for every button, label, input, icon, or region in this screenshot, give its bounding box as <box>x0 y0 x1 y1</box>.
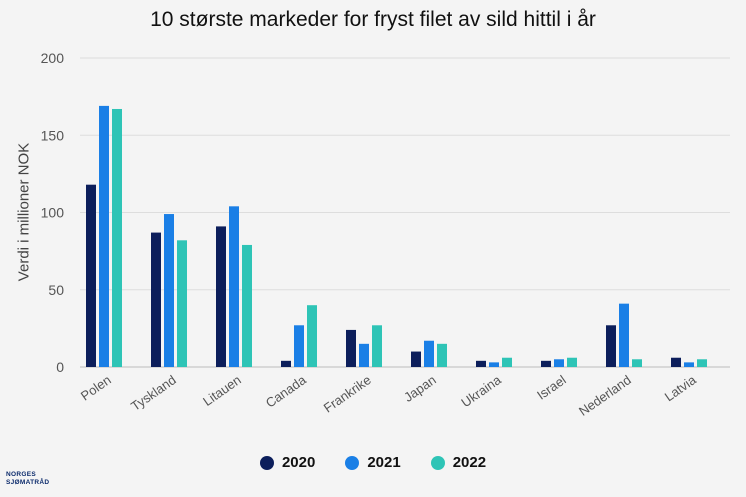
legend-swatch-2022 <box>430 455 445 470</box>
bar-ukraina-2020 <box>476 360 486 367</box>
x-tick-label-nederland: Nederland <box>576 372 634 419</box>
x-tick-label-litauen: Litauen <box>200 372 244 409</box>
bar-latvia-2020 <box>671 357 681 367</box>
bar-tyskland-2022 <box>177 240 187 367</box>
y-tick-label-150: 150 <box>41 127 65 143</box>
bar-ukraina-2022 <box>502 357 512 367</box>
bar-nederland-2021 <box>619 303 629 367</box>
bar-nederland-2022 <box>632 359 642 367</box>
bar-polen-2021 <box>99 105 109 368</box>
y-tick-label-0: 0 <box>56 359 64 375</box>
bar-latvia-2021 <box>684 362 694 367</box>
x-tick-label-ukraina: Ukraina <box>458 372 504 410</box>
logo-line-2: SJØMATRÅD <box>6 479 50 486</box>
bar-israel-2021 <box>554 359 564 367</box>
bar-tyskland-2021 <box>164 214 174 367</box>
bar-litauen-2021 <box>229 206 239 367</box>
bar-nederland-2020 <box>606 325 616 367</box>
legend-swatch-2021 <box>345 455 360 470</box>
bar-ukraina-2021 <box>489 362 499 367</box>
x-tick-label-polen: Polen <box>78 372 114 403</box>
bar-litauen-2020 <box>216 226 226 367</box>
bar-frankrike-2022 <box>372 325 382 367</box>
legend-label-2022: 2022 <box>452 454 487 471</box>
bar-israel-2022 <box>567 357 577 367</box>
bar-israel-2020 <box>541 360 551 367</box>
bar-frankrike-2020 <box>346 329 356 367</box>
x-tick-label-frankrike: Frankrike <box>321 372 374 415</box>
logo-line-1: NORGES <box>6 471 36 478</box>
chart-title: 10 største markeder for fryst filet av s… <box>150 8 596 31</box>
y-tick-label-50: 50 <box>48 282 64 298</box>
y-tick-label-100: 100 <box>41 205 65 221</box>
bar-polen-2022 <box>112 108 122 368</box>
bar-canada-2021 <box>294 325 304 367</box>
bar-litauen-2022 <box>242 244 252 367</box>
bar-polen-2020 <box>86 184 96 367</box>
bar-japan-2022 <box>437 343 447 367</box>
y-tick-label-200: 200 <box>41 50 65 66</box>
legend-item-2020[interactable]: 2020 <box>259 454 316 471</box>
legend-swatch-2020 <box>259 455 274 470</box>
legend-label-2021: 2021 <box>367 454 401 471</box>
legend: 2020 2021 2022 <box>0 454 746 471</box>
bar-chart: 0 50 100 150 200 Polen Tyskland Litauen Canada Fr… <box>41 50 730 419</box>
bar-japan-2020 <box>411 351 421 367</box>
bar-japan-2021 <box>424 340 434 367</box>
bar-tyskland-2020 <box>151 232 161 367</box>
bar-frankrike-2021 <box>359 343 369 367</box>
bar-canada-2020 <box>281 360 291 367</box>
bar-latvia-2022 <box>697 359 707 367</box>
legend-item-2022[interactable]: 2022 <box>430 454 487 471</box>
legend-label-2020: 2020 <box>281 454 316 471</box>
x-tick-label-canada: Canada <box>263 372 310 411</box>
x-tick-label-latvia: Latvia <box>662 372 700 405</box>
x-tick-label-tyskland: Tyskland <box>128 372 179 414</box>
legend-item-2021[interactable]: 2021 <box>345 454 401 471</box>
x-tick-label-japan: Japan <box>401 372 439 405</box>
x-tick-label-israel: Israel <box>534 372 569 403</box>
bar-canada-2022 <box>307 305 317 367</box>
norges-sjomatrad-logo: NORGES SJØMATRÅD <box>6 471 49 487</box>
